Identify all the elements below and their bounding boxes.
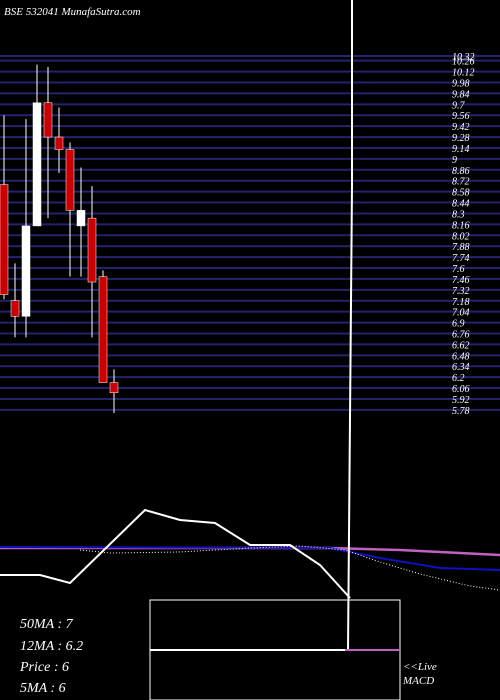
ma-line	[0, 546, 500, 571]
y-tick-label: 7.6	[452, 264, 465, 275]
y-tick-label: 7.74	[452, 253, 470, 264]
y-tick-label: 7.18	[452, 297, 470, 308]
y-tick-label: 9.84	[452, 89, 470, 100]
y-tick-label: 9.98	[452, 79, 470, 90]
y-tick-label: 7.32	[452, 286, 470, 297]
grid	[0, 55, 500, 411]
y-tick-label: 6.62	[452, 340, 470, 351]
legend-text: 12MA : 6.2	[20, 639, 83, 654]
y-tick-label: 7.88	[452, 242, 470, 253]
y-tick-label: 6.9	[452, 319, 465, 330]
marker-line	[347, 184, 353, 651]
y-tick-label: 10.12	[452, 68, 475, 79]
y-tick-label: 5.78	[452, 406, 470, 417]
y-tick-label: 8.44	[452, 199, 470, 210]
candle-body	[65, 149, 75, 211]
candle-body	[54, 136, 64, 150]
y-tick-label: 6.06	[452, 384, 470, 395]
legend-text: 50MA : 7	[20, 617, 74, 632]
candle-body	[98, 276, 108, 383]
y-tick-label: 9	[452, 155, 457, 166]
legend-text: Price : 6	[19, 660, 69, 675]
y-tick-label: 7.46	[452, 275, 470, 286]
candle-body	[43, 102, 53, 138]
y-tick-label: 6.76	[452, 329, 470, 340]
candle-body	[10, 300, 20, 317]
candle-body	[76, 210, 86, 227]
y-tick-label: 8.86	[452, 166, 470, 177]
macd-label: MACD	[402, 675, 434, 687]
y-tick-label: 6.34	[452, 362, 470, 373]
y-tick-label: 8.72	[452, 177, 470, 188]
y-tick-label: 5.92	[452, 395, 470, 406]
y-tick-label: 9.14	[452, 144, 470, 155]
candle-body	[21, 225, 31, 317]
candle-body	[0, 184, 9, 295]
y-tick-label: 8.58	[452, 188, 470, 199]
candle-body	[32, 102, 42, 227]
signal-line	[79, 545, 500, 591]
legend-text: 5MA : 6	[20, 681, 66, 696]
y-tick-label: 10.26	[452, 57, 475, 68]
y-tick-label: 6.2	[452, 373, 465, 384]
macd-line	[0, 508, 351, 599]
y-tick-label: 9.28	[452, 133, 470, 144]
candle-body	[87, 217, 97, 283]
y-tick-label: 8.3	[452, 209, 465, 220]
macd-label: <<Live	[403, 661, 437, 673]
y-tick-label: 10.32	[452, 52, 475, 63]
y-tick-label: 9.42	[452, 122, 470, 133]
y-tick-label: 6.48	[452, 351, 470, 362]
y-tick-label: 9.7	[452, 100, 466, 111]
y-tick-label: 8.02	[452, 231, 470, 242]
y-tick-label: 8.16	[452, 220, 470, 231]
candle-body	[109, 382, 119, 393]
y-tick-label: 9.56	[452, 111, 470, 122]
y-tick-label: 7.04	[452, 308, 470, 319]
chart-title: BSE 532041 MunafaSutra.com	[4, 6, 141, 18]
